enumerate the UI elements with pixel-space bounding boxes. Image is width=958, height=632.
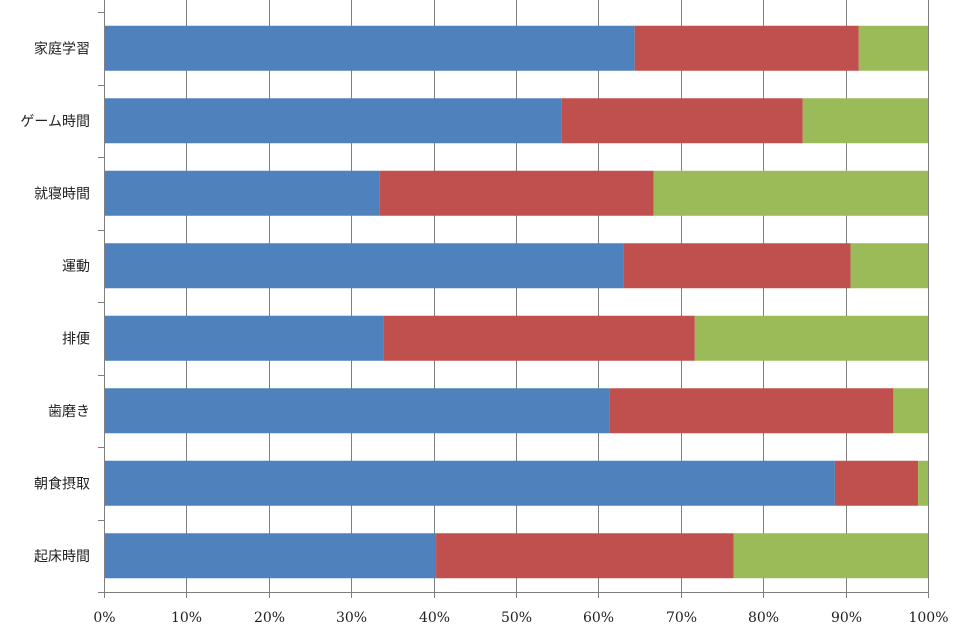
- bar-segment: [383, 315, 695, 361]
- bar-segment: [436, 533, 734, 579]
- category-label: 排便: [62, 331, 90, 347]
- bar-segment: [379, 170, 654, 216]
- bar-segment: [104, 533, 437, 579]
- bar-segment: [733, 533, 928, 579]
- x-tick-label: 0%: [93, 610, 115, 626]
- bar-segment: [104, 243, 624, 289]
- axes: [98, 0, 929, 598]
- x-tick-label: 70%: [666, 610, 697, 626]
- labels: 0% 10% 20% 30% 40% 50% 60% 70% 80% 90% 100% 家庭学習ゲーム…: [20, 40, 948, 626]
- bar-segment: [802, 98, 928, 144]
- bar-segment: [694, 315, 928, 361]
- bar-segment: [893, 388, 928, 434]
- bar-segment: [561, 98, 803, 144]
- bar-segment: [609, 388, 894, 434]
- bars: [104, 25, 928, 579]
- x-tick-label: 40%: [419, 610, 450, 626]
- bar-segment: [104, 388, 610, 434]
- category-label: ゲーム時間: [20, 114, 90, 130]
- category-label: 運動: [62, 259, 90, 275]
- x-tick-label: 20%: [254, 610, 285, 626]
- bar-segment: [918, 460, 928, 506]
- category-label: 歯磨き: [48, 404, 90, 420]
- bar-segment: [653, 170, 928, 216]
- x-tick-label: 60%: [583, 610, 614, 626]
- category-label: 家庭学習: [34, 40, 90, 57]
- bar-segment: [104, 460, 835, 506]
- x-tick-label: 90%: [831, 610, 862, 626]
- bar-segment: [623, 243, 851, 289]
- category-label: 朝食摂取: [34, 475, 90, 492]
- category-label: 起床時間: [34, 549, 90, 565]
- x-tick-label: 80%: [748, 610, 779, 626]
- gridlines: [104, 0, 929, 598]
- category-label: 就寝時間: [34, 185, 90, 202]
- bar-segment: [104, 170, 380, 216]
- bar-segment: [858, 25, 928, 71]
- bar-segment: [104, 315, 384, 361]
- x-tick-label: 30%: [336, 610, 367, 626]
- bar-segment: [634, 25, 859, 71]
- bar-segment: [850, 243, 928, 289]
- x-tick-label: 50%: [501, 610, 532, 626]
- x-tick-label: 100%: [908, 610, 948, 626]
- bar-segment: [104, 98, 562, 144]
- bar-segment: [104, 25, 635, 71]
- bar-segment: [834, 460, 919, 506]
- x-tick-label: 10%: [171, 610, 202, 626]
